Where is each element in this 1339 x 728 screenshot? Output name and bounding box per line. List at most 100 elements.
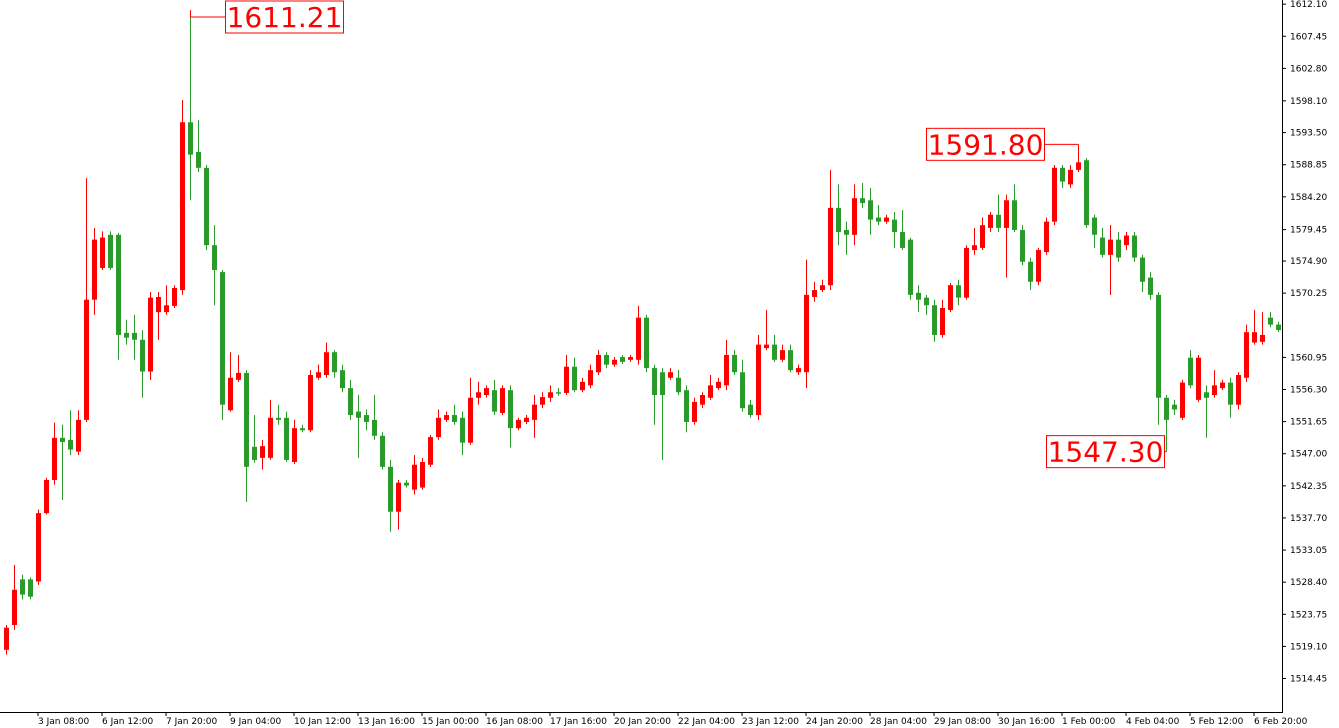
candle-body <box>84 299 89 420</box>
x-tick-label: 29 Jan 08:00 <box>934 717 991 727</box>
candle-body <box>172 287 177 306</box>
candle-body <box>884 217 889 222</box>
candle-body <box>980 225 985 248</box>
candle-body <box>1244 332 1249 378</box>
candle-body <box>148 297 153 372</box>
candle-body <box>916 292 921 300</box>
candle-body <box>564 366 569 393</box>
candle-body <box>140 339 145 372</box>
candle-body <box>1132 235 1137 258</box>
candle-body <box>204 167 209 246</box>
candle-body <box>636 317 641 360</box>
annotation-box <box>225 0 344 34</box>
y-tick-label: 1519.10 <box>1290 642 1327 652</box>
y-tick-label: 1551.65 <box>1290 418 1327 428</box>
x-tick-label: 5 Feb 12:00 <box>1190 717 1244 727</box>
candle-body <box>932 305 937 335</box>
x-tick-label: 28 Jan 04:00 <box>870 717 927 727</box>
x-tick-label: 23 Jan 12:00 <box>742 717 799 727</box>
candle-body <box>268 417 273 458</box>
y-tick-label: 1598.10 <box>1290 97 1327 107</box>
candle-body <box>52 437 57 480</box>
candle-body <box>44 479 49 514</box>
candle-body <box>676 377 681 393</box>
candle-body <box>76 419 81 452</box>
candle-body <box>1260 334 1265 342</box>
x-tick-label: 24 Jan 20:00 <box>806 717 863 727</box>
candle-body <box>644 317 649 369</box>
candle-body <box>132 332 137 340</box>
candle-body <box>300 428 305 431</box>
candle-body <box>276 417 281 420</box>
candle-body <box>1020 229 1025 262</box>
candle-body <box>1036 249 1041 282</box>
candle-body <box>740 372 745 409</box>
candle-body <box>12 589 17 625</box>
candle-body <box>308 374 313 431</box>
y-tick-label: 1584.20 <box>1290 193 1327 203</box>
y-tick-label: 1528.40 <box>1290 578 1327 588</box>
candle-body <box>1172 404 1177 410</box>
candle-body <box>420 462 425 488</box>
candle-body <box>700 395 705 405</box>
candle-body <box>548 392 553 398</box>
candle-body <box>588 370 593 386</box>
candle-body <box>4 627 9 650</box>
y-tick-label: 1514.45 <box>1290 675 1327 685</box>
candle-body <box>196 151 201 168</box>
candle-body <box>220 272 225 405</box>
candle-body <box>996 214 1001 228</box>
x-tick-label: 1 Feb 00:00 <box>1062 717 1116 727</box>
annotation-box <box>1046 435 1165 469</box>
candle-body <box>36 513 41 582</box>
candle-body <box>20 579 25 595</box>
candle-body <box>812 290 817 297</box>
candle-body <box>876 217 881 222</box>
candle-body <box>532 404 537 420</box>
candle-body <box>516 419 521 429</box>
y-tick-label: 1579.45 <box>1290 226 1327 236</box>
candle-body <box>1188 357 1193 386</box>
candle-body <box>596 354 601 373</box>
annotation-box <box>926 127 1045 161</box>
y-tick-label: 1612.10 <box>1290 0 1327 10</box>
candle-body <box>236 372 241 380</box>
candle-body <box>1220 382 1225 389</box>
candle-body <box>260 446 265 458</box>
candle-body <box>948 285 953 311</box>
candle-body <box>1004 200 1009 228</box>
x-tick-label: 13 Jan 16:00 <box>358 717 415 727</box>
candle-body <box>628 357 633 360</box>
candle-body <box>988 214 993 228</box>
candle-body <box>1012 200 1017 230</box>
candle-body <box>428 437 433 465</box>
candle-body <box>188 122 193 155</box>
candle-body <box>1164 397 1169 420</box>
candle-body <box>244 372 249 467</box>
candle-body <box>972 245 977 250</box>
candle-body <box>1212 385 1217 396</box>
candle-body <box>684 390 689 422</box>
candle-body <box>1044 221 1049 253</box>
candle-body <box>732 354 737 373</box>
candle-body <box>1068 169 1073 185</box>
candle-body <box>284 417 289 460</box>
candle-body <box>380 435 385 467</box>
candle-body <box>788 350 793 371</box>
candle-body <box>756 344 761 416</box>
candle-body <box>332 352 337 373</box>
candle-body <box>860 198 865 204</box>
candle-body <box>692 401 697 422</box>
candle-body <box>388 466 393 512</box>
candle-body <box>1228 382 1233 405</box>
candle-body <box>1204 392 1209 398</box>
candle-body <box>556 392 561 394</box>
candle-body <box>1084 160 1089 226</box>
candle-body <box>660 372 665 396</box>
candle-body <box>892 219 897 233</box>
candle-body <box>460 417 465 443</box>
candle-body <box>772 344 777 360</box>
candle-body <box>156 296 161 313</box>
candle-body <box>1268 317 1273 325</box>
candle-body <box>484 388 489 396</box>
